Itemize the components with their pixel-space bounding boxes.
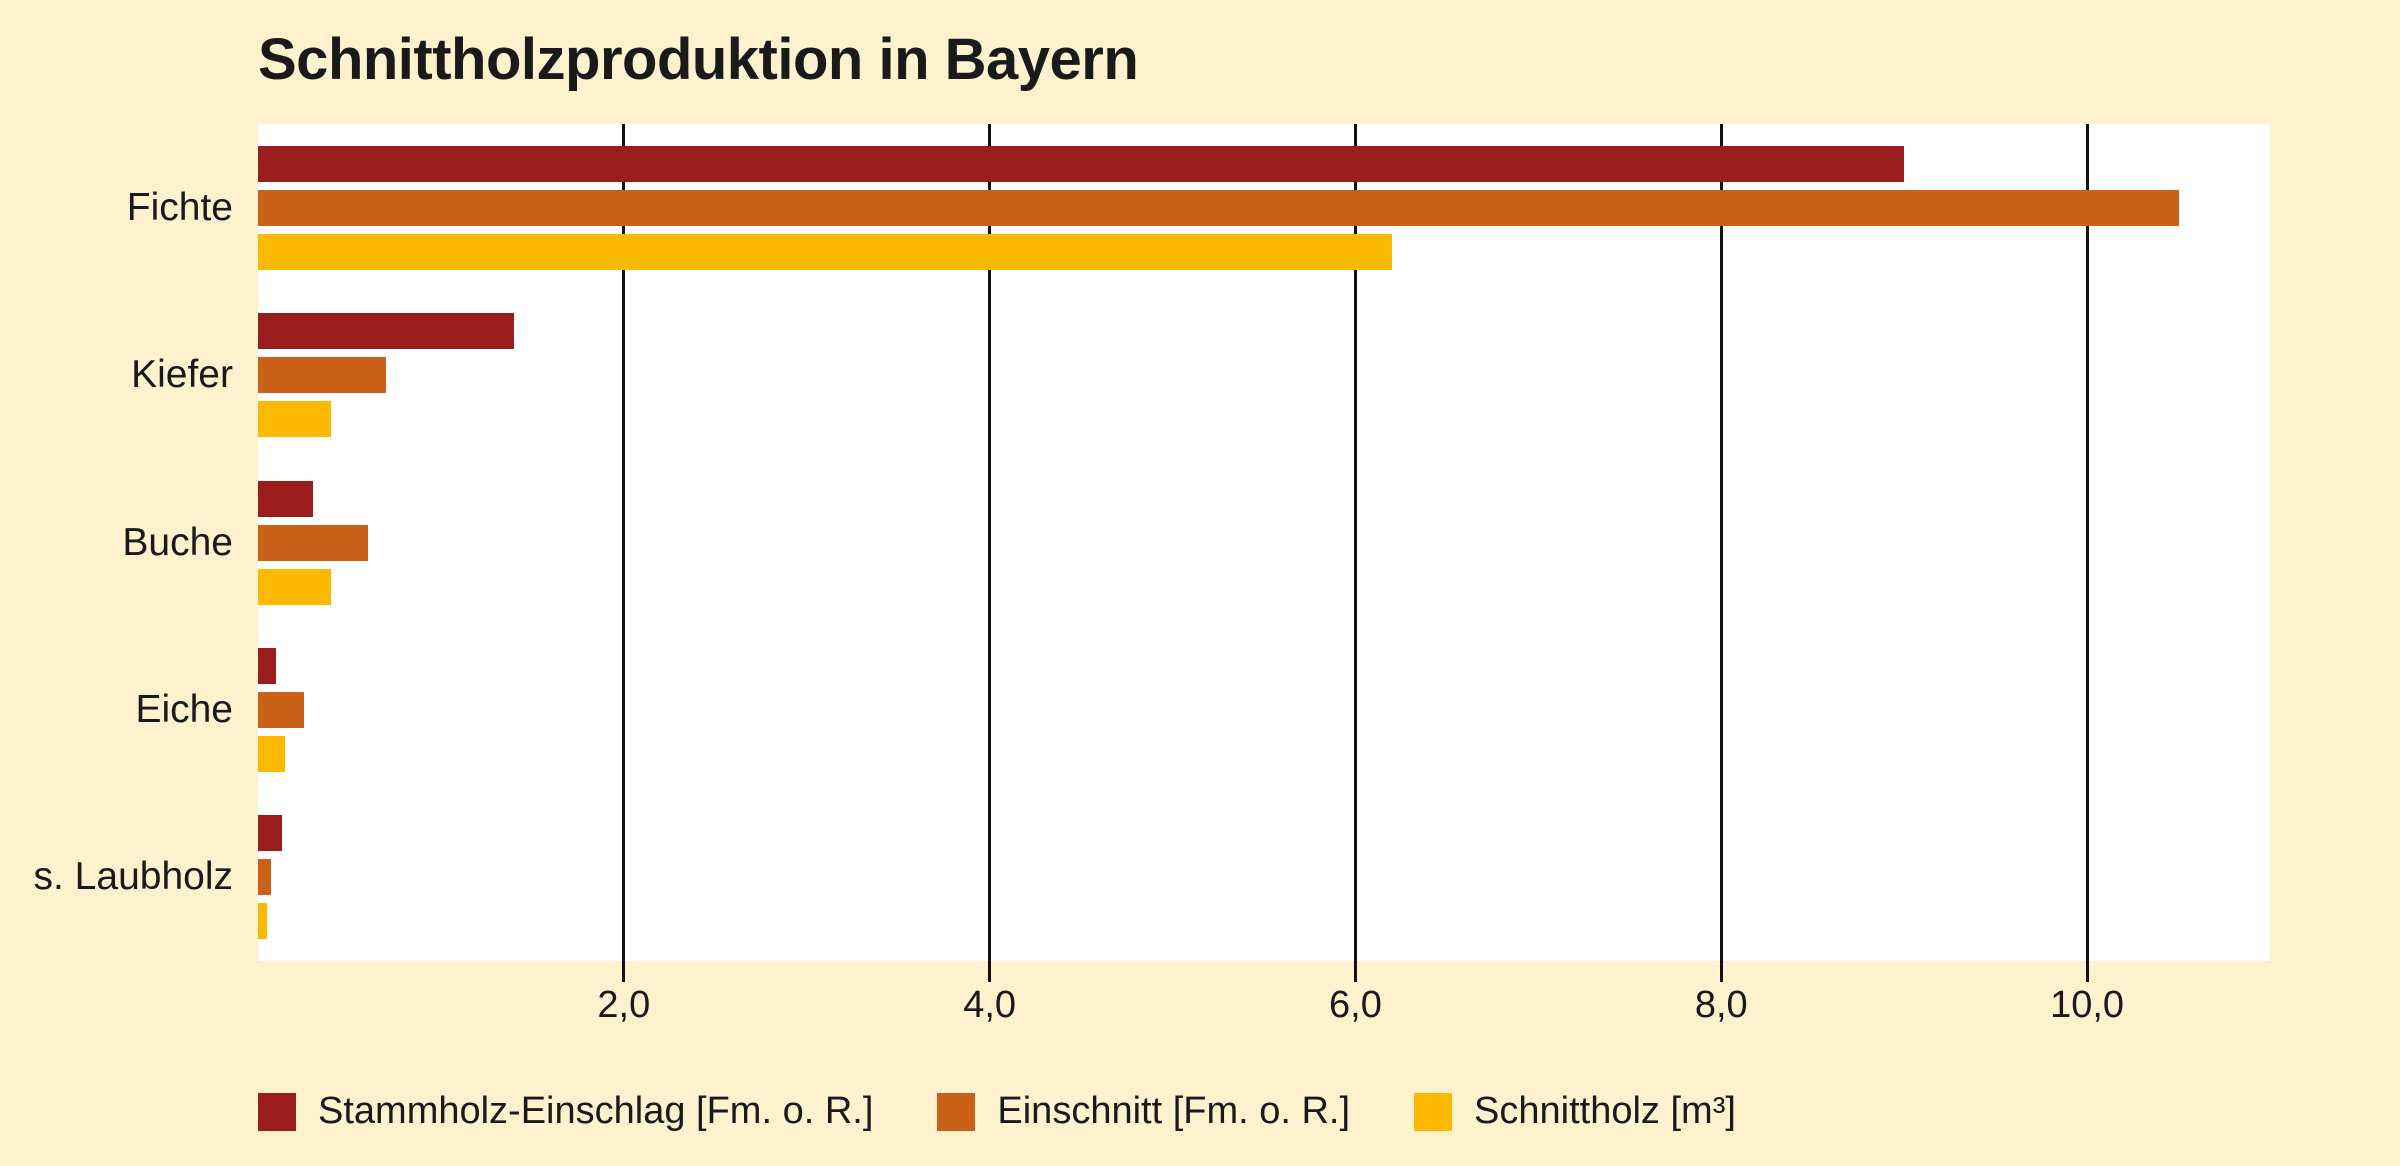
legend-item-einschnitt-fm-o-r: Einschnitt [Fm. o. R.] (937, 1090, 1350, 1133)
bar-eiche-einschnitt-fm-o-r (258, 691, 304, 728)
tick-mark (1353, 961, 1357, 982)
x-tick-label: 2,0 (597, 984, 651, 1026)
legend-item-schnittholz-m: Schnittholz [m³] (1414, 1090, 1736, 1133)
x-tick-label: 6,0 (1329, 984, 1382, 1026)
gridline-4-0 (988, 124, 992, 961)
legend-label-stammholz-einschlag-fm-o-r: Stammholz-Einschlag [Fm. o. R.] (318, 1090, 874, 1132)
bar-kiefer-schnittholz-m (258, 401, 332, 438)
legend: Stammholz-Einschlag [Fm. o. R.] Einschnit… (258, 1090, 1736, 1133)
bar-fichte-schnittholz-m (258, 233, 1393, 270)
x-tick-label: 10,0 (2050, 984, 2125, 1026)
bar-fichte-einschnitt-fm-o-r (258, 189, 2179, 226)
bar-s-laubholz-einschnitt-fm-o-r (258, 859, 271, 896)
tick-mark (988, 961, 992, 982)
gridline-6-0 (1353, 124, 1357, 961)
bar-s-laubholz-schnittholz-m (258, 903, 268, 940)
gridline-10-0 (2085, 124, 2089, 961)
category-label-kiefer: Kiefer (131, 353, 233, 397)
legend-swatch-schnittholz-m (1414, 1092, 1453, 1131)
category-label-fichte: Fichte (126, 185, 233, 229)
tick-mark (2085, 961, 2089, 982)
bar-eiche-schnittholz-m (258, 735, 286, 772)
legend-label-schnittholz-m: Schnittholz [m³] (1474, 1090, 1736, 1132)
category-label-buche: Buche (122, 520, 233, 564)
bar-kiefer-stammholz-einschlag-fm-o-r (258, 313, 515, 350)
tick-mark (1719, 961, 1723, 982)
legend-item-stammholz-einschlag-fm-o-r: Stammholz-Einschlag [Fm. o. R.] (258, 1090, 873, 1133)
bar-s-laubholz-stammholz-einschlag-fm-o-r (258, 815, 282, 852)
bar-fichte-stammholz-einschlag-fm-o-r (258, 145, 1905, 182)
gridline-2-0 (622, 124, 626, 961)
bar-buche-schnittholz-m (258, 568, 332, 605)
x-tick-label: 8,0 (1694, 984, 1748, 1026)
legend-label-einschnitt-fm-o-r: Einschnitt [Fm. o. R.] (997, 1090, 1351, 1132)
bar-eiche-stammholz-einschlag-fm-o-r (258, 647, 277, 684)
bar-kiefer-einschnitt-fm-o-r (258, 357, 387, 394)
bar-buche-einschnitt-fm-o-r (258, 524, 368, 561)
category-label-s-laubholz: s. Laubholz (33, 855, 233, 899)
plot-area (258, 124, 2270, 961)
legend-swatch-einschnitt-fm-o-r (937, 1092, 976, 1131)
x-tick-label: 4,0 (963, 984, 1017, 1026)
category-label-eiche: Eiche (135, 687, 233, 731)
bar-buche-stammholz-einschlag-fm-o-r (258, 480, 313, 517)
chart-title: Schnittholzproduktion in Bayern (258, 27, 1139, 92)
tick-mark (622, 961, 626, 982)
legend-swatch-stammholz-einschlag-fm-o-r (258, 1092, 296, 1131)
gridline-8-0 (1719, 124, 1723, 961)
